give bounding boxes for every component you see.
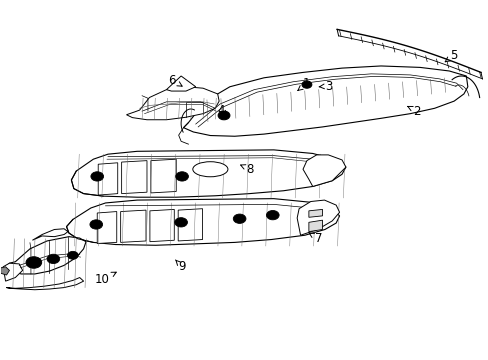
Polygon shape	[66, 199, 339, 245]
Polygon shape	[126, 87, 219, 120]
Polygon shape	[308, 220, 322, 231]
Circle shape	[218, 111, 229, 120]
Text: 2: 2	[407, 105, 420, 118]
Text: 4: 4	[217, 104, 228, 117]
Text: 3: 3	[318, 80, 331, 93]
Polygon shape	[71, 150, 345, 197]
Polygon shape	[166, 76, 195, 91]
Polygon shape	[178, 209, 202, 241]
Circle shape	[67, 251, 78, 259]
Polygon shape	[151, 159, 176, 193]
Text: 9: 9	[175, 260, 185, 273]
Polygon shape	[97, 212, 117, 243]
Polygon shape	[121, 210, 146, 242]
Circle shape	[233, 214, 245, 224]
Circle shape	[266, 211, 279, 220]
Circle shape	[91, 172, 103, 181]
Polygon shape	[5, 237, 86, 274]
Text: 1: 1	[297, 77, 310, 90]
Circle shape	[47, 254, 60, 264]
Polygon shape	[98, 163, 118, 195]
Circle shape	[302, 81, 311, 88]
Polygon shape	[150, 210, 174, 242]
Text: 7: 7	[308, 232, 322, 245]
Polygon shape	[297, 200, 339, 235]
Text: 5: 5	[444, 49, 457, 62]
Circle shape	[174, 218, 187, 227]
Text: 8: 8	[240, 163, 254, 176]
Circle shape	[90, 220, 102, 229]
Text: 6: 6	[168, 74, 182, 87]
Text: 10: 10	[95, 272, 116, 286]
Polygon shape	[183, 66, 467, 136]
Circle shape	[221, 113, 226, 118]
Polygon shape	[32, 229, 68, 240]
Polygon shape	[308, 210, 322, 217]
Circle shape	[26, 257, 41, 268]
Circle shape	[175, 172, 188, 181]
Polygon shape	[122, 161, 147, 194]
Polygon shape	[3, 263, 22, 281]
Ellipse shape	[192, 162, 227, 177]
Polygon shape	[303, 155, 345, 186]
Polygon shape	[0, 267, 9, 275]
